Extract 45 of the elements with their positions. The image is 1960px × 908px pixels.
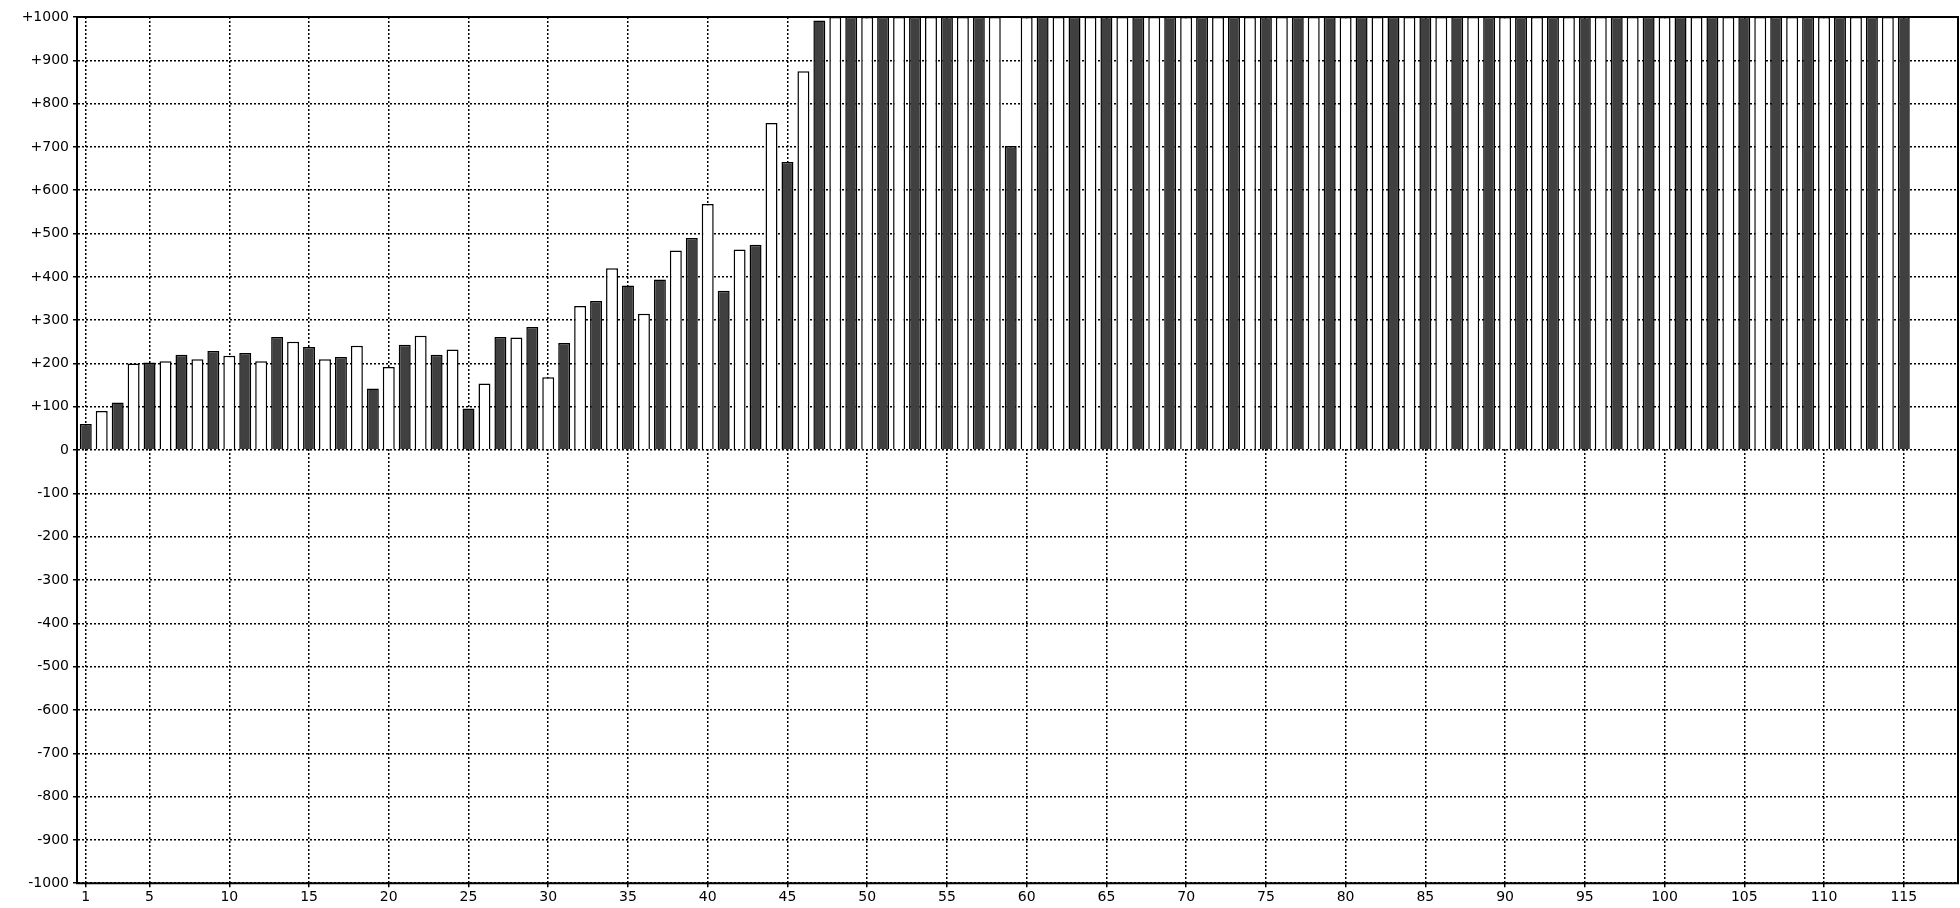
x-tick-label: 20 (379, 888, 398, 905)
x-tick-label: 75 (1256, 888, 1275, 905)
x-tick-label: 90 (1496, 888, 1515, 905)
x-tick-label: 95 (1575, 888, 1594, 905)
y-tick-label: -700 (37, 743, 69, 760)
x-tick-label: 50 (858, 888, 877, 905)
y-tick-label: -100 (37, 484, 69, 501)
x-tick-label: 45 (778, 888, 797, 905)
y-tick-label: +1000 (21, 7, 69, 24)
y-tick-label: +200 (30, 354, 69, 371)
x-tick-label: 5 (145, 888, 155, 905)
x-tick-label: 105 (1730, 888, 1758, 905)
y-tick-label: -800 (37, 787, 69, 804)
x-tick-label: 30 (539, 888, 558, 905)
y-tick-label: -900 (37, 830, 69, 847)
x-tick-label: 110 (1810, 888, 1838, 905)
y-tick-label: -200 (37, 527, 69, 544)
x-tick-label: 55 (938, 888, 956, 905)
y-tick-label: -400 (37, 613, 69, 630)
y-tick-label: +900 (30, 50, 69, 67)
x-tick-label: 10 (220, 888, 239, 905)
y-tick-label: -300 (37, 570, 69, 587)
x-tick-label: 115 (1890, 888, 1918, 905)
y-tick-label: +100 (30, 397, 69, 414)
y-tick-label: +500 (30, 224, 69, 241)
x-tick-label: 70 (1177, 888, 1196, 905)
y-tick-label: +400 (30, 267, 69, 284)
x-tick-label: 80 (1336, 888, 1355, 905)
y-tick-label: -1000 (28, 873, 69, 890)
x-tick-label: 100 (1651, 888, 1678, 905)
y-tick-label: -600 (37, 700, 69, 717)
x-tick-label: 35 (619, 888, 637, 905)
y-tick-label: +800 (30, 94, 69, 111)
x-tick-label: 25 (459, 888, 478, 905)
x-tick-label: 15 (300, 888, 318, 905)
x-tick-label: 65 (1097, 888, 1116, 905)
x-tick-label: 1 (81, 888, 91, 905)
y-tick-label: 0 (60, 440, 69, 457)
y-tick-label: +600 (30, 180, 69, 197)
y-tick-label: +300 (30, 310, 69, 327)
y-tick-label: -500 (37, 657, 69, 674)
y-tick-label: +700 (30, 137, 69, 154)
x-tick-label: 85 (1416, 888, 1435, 905)
x-tick-label: 60 (1017, 888, 1036, 905)
x-tick-label: 40 (698, 888, 717, 905)
